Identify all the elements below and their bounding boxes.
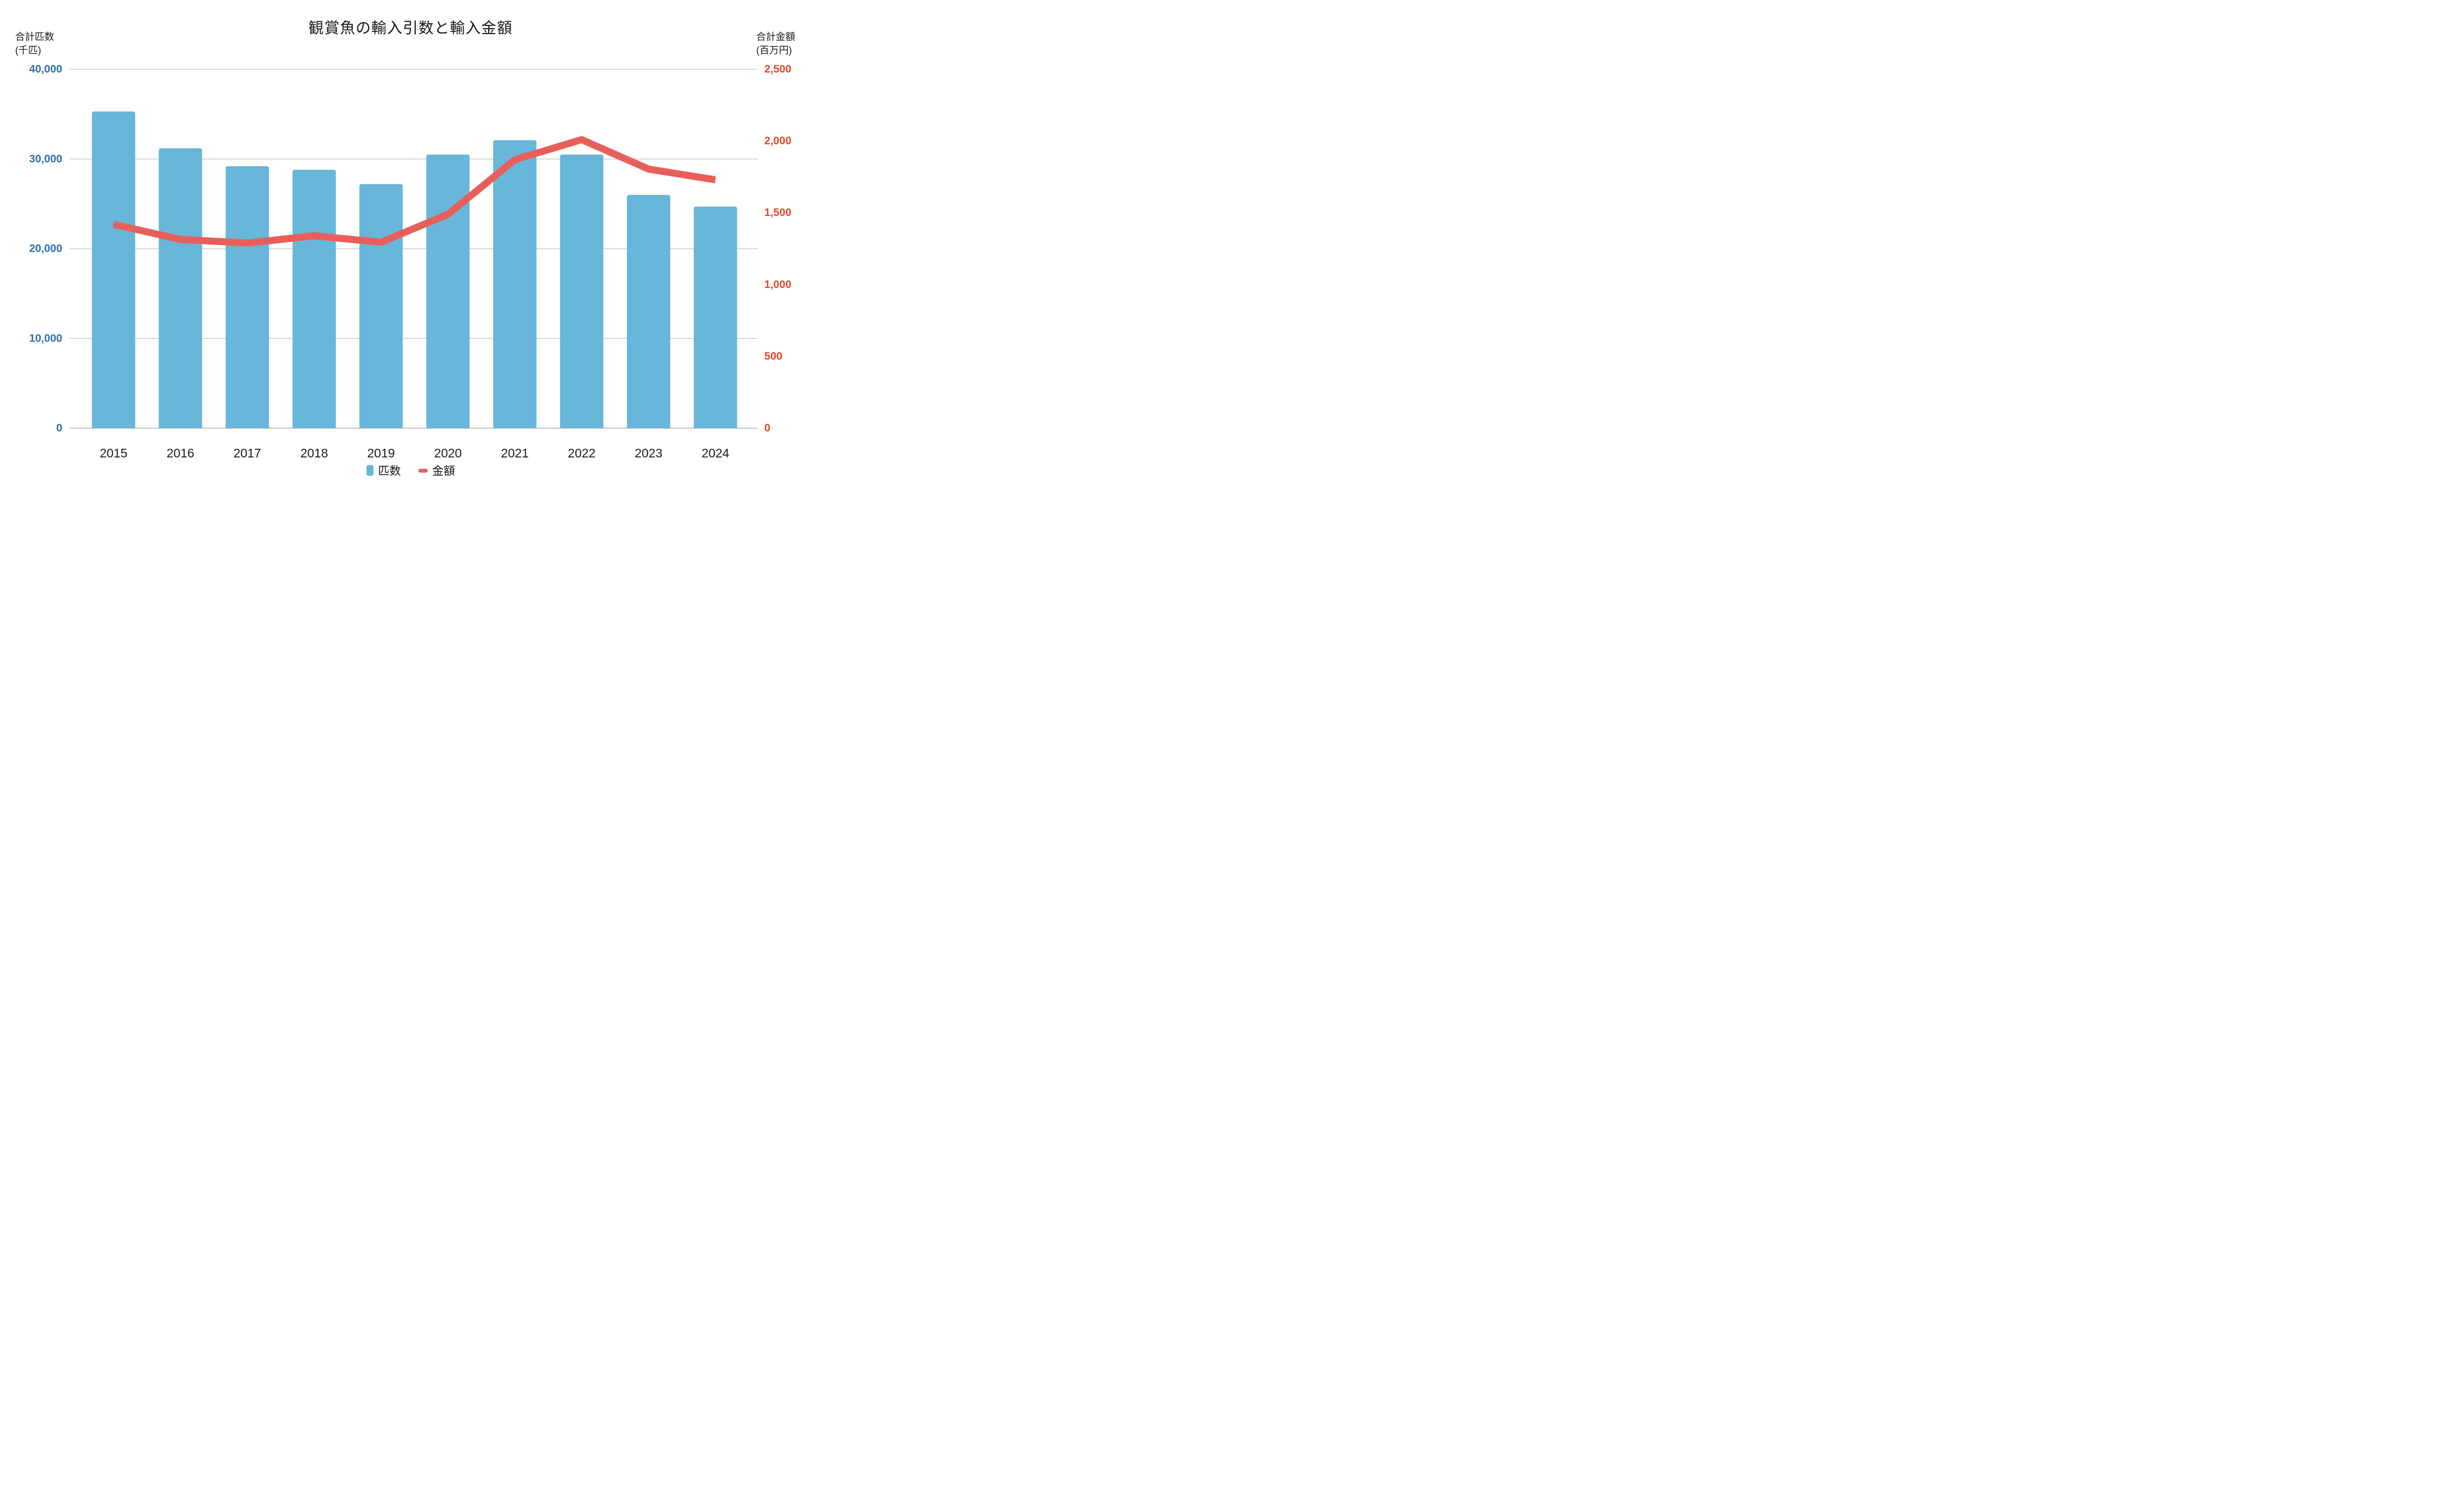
x-axis-label-2015: 2015 (100, 446, 127, 460)
x-axis-label-2024: 2024 (702, 446, 729, 460)
chart-title: 観賞魚の輸入引数と輸入金額 (308, 19, 513, 36)
right-axis-tick-label: 500 (764, 350, 782, 362)
x-axis-label-2020: 2020 (434, 446, 462, 460)
bar-2018 (292, 169, 336, 428)
bar-2021 (493, 140, 537, 428)
bar-2022 (560, 154, 604, 428)
x-axis-label-2019: 2019 (367, 446, 395, 460)
bar-2017 (225, 166, 269, 428)
bar-series-swatch-icon (366, 465, 373, 476)
bar-2016 (159, 148, 202, 428)
legend-item-line: 金額 (418, 462, 455, 479)
left-axis-tick-label: 10,000 (29, 332, 62, 344)
x-axis-label-2021: 2021 (501, 446, 528, 460)
legend-item-bar: 匹数 (366, 462, 401, 479)
right-axis-title: 合計金額 (百万円) (756, 31, 795, 56)
chart-page: 観賞魚の輸入引数と輸入金額 合計匹数 (千匹) 合計金額 (百万円) 0 10,0… (0, 0, 821, 502)
chart-canvas: 0 10,000 20,000 30,000 40,000 0 500 1,000 1,500 2… (29, 63, 791, 460)
left-axis-tick-label: 0 (56, 422, 62, 434)
x-axis-label-2016: 2016 (167, 446, 194, 460)
bar-2024 (693, 206, 737, 428)
left-axis-title: 合計匹数 (千匹) (15, 31, 54, 56)
right-axis-tick-label: 2,500 (764, 63, 791, 75)
line-series (113, 136, 716, 247)
chart-legend: 匹数 金額 (0, 462, 821, 479)
x-axis-label-2022: 2022 (568, 446, 595, 460)
x-axis-label-2018: 2018 (300, 446, 328, 460)
right-axis-tick-label: 2,000 (764, 135, 791, 147)
bar-2019 (359, 184, 403, 428)
right-axis-tick-label: 1,000 (764, 279, 791, 291)
left-axis-tick-label: 20,000 (29, 243, 62, 255)
legend-line-label: 金額 (432, 465, 455, 477)
left-axis-tick-label: 40,000 (29, 63, 62, 75)
x-axis-label-2023: 2023 (635, 446, 663, 460)
x-axis-label-2017: 2017 (233, 446, 261, 460)
bar-2023 (627, 195, 671, 428)
left-axis-tick-label: 30,000 (29, 153, 62, 165)
legend-bar-label: 匹数 (378, 465, 401, 477)
line-series-swatch-icon (418, 468, 428, 473)
right-axis-tick-label: 0 (764, 422, 770, 434)
right-axis-tick-label: 1,500 (764, 207, 791, 219)
bar-2015 (91, 111, 135, 429)
bar-2020 (426, 154, 470, 428)
